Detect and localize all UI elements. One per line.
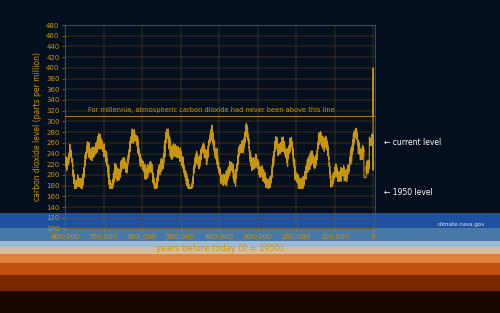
Bar	[0, 291, 500, 313]
Bar	[0, 275, 500, 291]
Bar	[0, 263, 500, 275]
Bar	[0, 247, 500, 254]
Bar	[0, 228, 500, 241]
Bar	[0, 254, 500, 263]
Text: For millennia, atmospheric carbon dioxide had never been above this line: For millennia, atmospheric carbon dioxid…	[88, 107, 334, 113]
Bar	[0, 241, 500, 247]
Text: ← current level: ← current level	[384, 138, 442, 147]
Bar	[0, 213, 500, 228]
Y-axis label: carbon dioxide level (parts per million): carbon dioxide level (parts per million)	[33, 52, 42, 201]
X-axis label: years before today (0 = 1950): years before today (0 = 1950)	[156, 244, 284, 253]
Text: ← 1950 level: ← 1950 level	[384, 188, 433, 197]
Bar	[0, 0, 500, 213]
Text: climate.nasa.gov: climate.nasa.gov	[438, 222, 485, 227]
